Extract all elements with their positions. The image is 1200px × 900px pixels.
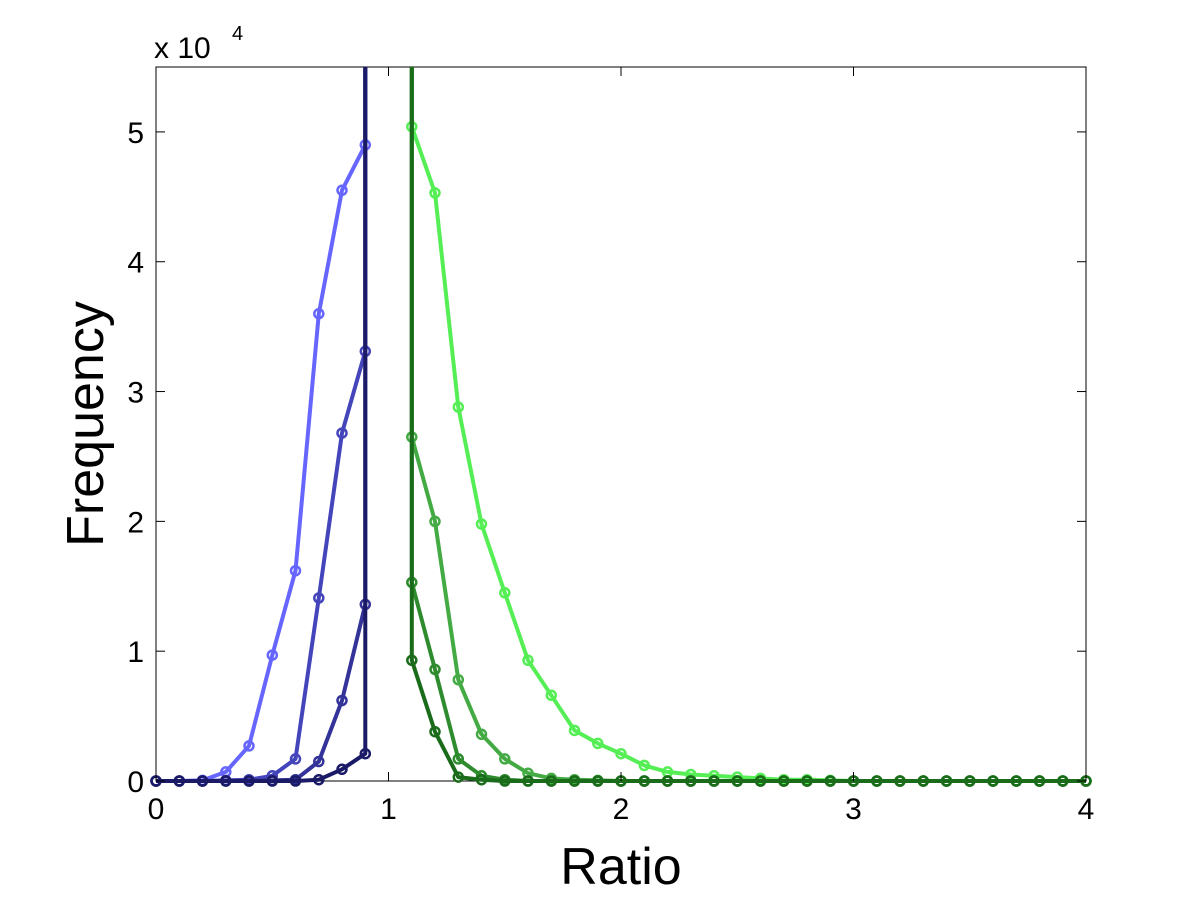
data-point (499, 775, 511, 787)
data-point (289, 753, 302, 765)
data-point (708, 775, 720, 787)
data-point (475, 773, 488, 786)
data-point (266, 775, 279, 787)
data-point (289, 564, 302, 577)
y-tick-label: 1 (127, 636, 144, 669)
data-point (336, 427, 348, 439)
data-point (220, 775, 232, 787)
data-point (940, 775, 953, 787)
data-point (661, 775, 674, 787)
x-tick-label: 0 (148, 793, 165, 826)
x-tick-label: 2 (613, 793, 630, 826)
ticks-layer: 0 1 2 3 4 0 1 2 3 4 5 (127, 67, 1094, 826)
x-tick-label: 1 (380, 793, 397, 826)
x-axis-title: Ratio (560, 838, 681, 896)
data-point (429, 187, 441, 199)
data-point (196, 775, 209, 787)
data-point (522, 654, 534, 667)
data-point (638, 759, 651, 772)
data-point (452, 753, 465, 765)
y-tick-label: 2 (127, 506, 144, 539)
data-point (592, 737, 604, 750)
data-point (499, 587, 511, 599)
x-tick-label: 3 (845, 793, 862, 826)
data-point (475, 518, 488, 530)
y-tick-label: 3 (127, 377, 144, 410)
data-point (917, 775, 930, 787)
data-point (336, 184, 348, 197)
data-point (1033, 775, 1046, 787)
data-point (615, 747, 627, 760)
data-point (568, 775, 581, 787)
data-point (499, 753, 511, 765)
data-point (731, 775, 744, 787)
data-point (429, 515, 441, 528)
data-point (801, 775, 813, 787)
data-point (313, 592, 325, 604)
series-8 (406, 67, 1092, 787)
data-point (475, 728, 488, 741)
data-point (522, 775, 534, 787)
data-point (894, 775, 906, 787)
data-point (266, 649, 279, 661)
data-point (313, 755, 325, 768)
data-point (313, 773, 325, 786)
data-point (243, 740, 255, 752)
y-multiplier-exponent: 4 (232, 23, 243, 45)
data-point (406, 654, 418, 667)
data-point (871, 775, 883, 787)
data-point (289, 775, 302, 787)
data-point (545, 689, 558, 702)
data-point (452, 771, 465, 783)
data-point (313, 307, 325, 320)
y-tick-label: 4 (127, 247, 144, 280)
data-point (778, 775, 790, 787)
data-point (592, 775, 604, 787)
data-point (1057, 775, 1069, 787)
x-tick-label: 4 (1078, 793, 1095, 826)
data-point (429, 725, 441, 738)
data-point (987, 775, 999, 787)
data-point (452, 673, 465, 686)
data-point (336, 694, 348, 707)
y-tick-label: 5 (127, 117, 144, 150)
data-point (336, 763, 348, 776)
series-line (156, 67, 368, 783)
y-axis-title: Frequency (57, 301, 115, 547)
y-multiplier-label: x 10 (154, 32, 211, 65)
data-point (173, 775, 186, 787)
data-point (1010, 775, 1023, 787)
data-point (359, 747, 372, 760)
data-point (754, 775, 767, 787)
data-point (824, 775, 837, 787)
data-point (545, 775, 558, 787)
data-point (243, 775, 255, 787)
plot-area (155, 66, 1087, 782)
data-point (685, 775, 697, 787)
series-layer (150, 67, 1092, 787)
series-line (409, 67, 1086, 783)
y-tick-label: 0 (127, 766, 144, 799)
data-point (452, 401, 465, 413)
data-point (964, 775, 976, 787)
data-point (568, 724, 581, 737)
data-point (638, 775, 651, 787)
data-point (429, 663, 441, 676)
